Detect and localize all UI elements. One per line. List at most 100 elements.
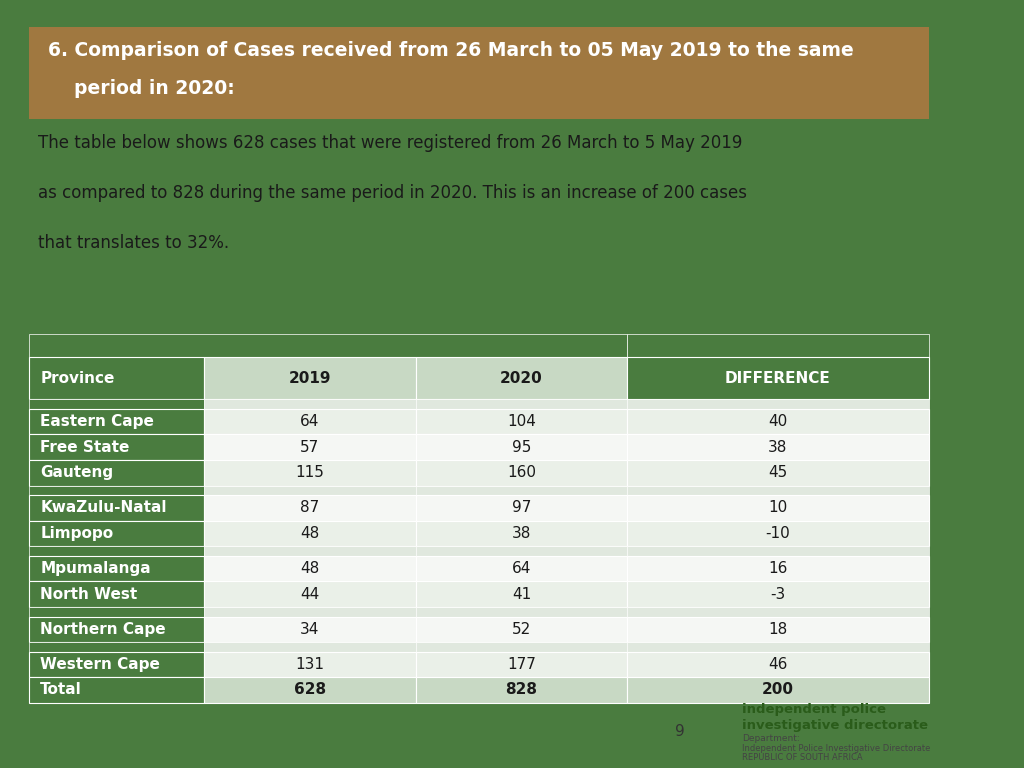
FancyBboxPatch shape — [416, 651, 628, 677]
Text: 115: 115 — [296, 465, 325, 480]
FancyBboxPatch shape — [628, 617, 929, 642]
Text: 10: 10 — [768, 501, 787, 515]
Text: 97: 97 — [512, 501, 531, 515]
FancyBboxPatch shape — [628, 334, 929, 357]
Text: 48: 48 — [300, 561, 319, 576]
FancyBboxPatch shape — [204, 357, 416, 399]
Text: independent police: independent police — [742, 703, 886, 716]
FancyBboxPatch shape — [416, 607, 628, 617]
FancyBboxPatch shape — [416, 581, 628, 607]
Text: 177: 177 — [507, 657, 536, 672]
FancyBboxPatch shape — [416, 546, 628, 556]
Text: Northern Cape: Northern Cape — [40, 622, 166, 637]
FancyBboxPatch shape — [628, 409, 929, 435]
Text: 828: 828 — [506, 683, 538, 697]
Text: 131: 131 — [296, 657, 325, 672]
Text: 45: 45 — [768, 465, 787, 480]
FancyBboxPatch shape — [628, 546, 929, 556]
Text: 41: 41 — [512, 587, 531, 601]
Text: period in 2020:: period in 2020: — [48, 79, 234, 98]
Text: -10: -10 — [766, 526, 791, 541]
FancyBboxPatch shape — [29, 546, 204, 556]
Text: Independent Police Investigative Directorate: Independent Police Investigative Directo… — [742, 743, 931, 753]
FancyBboxPatch shape — [416, 460, 628, 485]
FancyBboxPatch shape — [628, 357, 929, 399]
FancyBboxPatch shape — [204, 607, 416, 617]
Text: REPUBLIC OF SOUTH AFRICA: REPUBLIC OF SOUTH AFRICA — [742, 753, 862, 762]
FancyBboxPatch shape — [204, 521, 416, 546]
Text: KwaZulu-Natal: KwaZulu-Natal — [40, 501, 167, 515]
FancyBboxPatch shape — [416, 677, 628, 703]
Text: 87: 87 — [300, 501, 319, 515]
Text: 38: 38 — [768, 440, 787, 455]
FancyBboxPatch shape — [29, 460, 204, 485]
FancyBboxPatch shape — [628, 581, 929, 607]
Text: Total: Total — [40, 683, 82, 697]
FancyBboxPatch shape — [416, 521, 628, 546]
Text: 40: 40 — [768, 414, 787, 429]
Text: that translates to 32%.: that translates to 32%. — [38, 234, 229, 252]
FancyBboxPatch shape — [204, 399, 416, 409]
FancyBboxPatch shape — [416, 495, 628, 521]
FancyBboxPatch shape — [29, 556, 204, 581]
FancyBboxPatch shape — [628, 495, 929, 521]
Text: 18: 18 — [768, 622, 787, 637]
Text: 57: 57 — [300, 440, 319, 455]
Text: 628: 628 — [294, 683, 326, 697]
FancyBboxPatch shape — [204, 556, 416, 581]
Text: 9: 9 — [675, 723, 685, 739]
FancyBboxPatch shape — [29, 521, 204, 546]
FancyBboxPatch shape — [29, 677, 204, 703]
FancyBboxPatch shape — [204, 409, 416, 435]
Text: Eastern Cape: Eastern Cape — [40, 414, 154, 429]
FancyBboxPatch shape — [204, 581, 416, 607]
FancyBboxPatch shape — [204, 546, 416, 556]
Text: Mpumalanga: Mpumalanga — [40, 561, 151, 576]
FancyBboxPatch shape — [204, 677, 416, 703]
Text: North West: North West — [40, 587, 137, 601]
Text: 44: 44 — [300, 587, 319, 601]
FancyBboxPatch shape — [29, 651, 204, 677]
FancyBboxPatch shape — [416, 435, 628, 460]
Text: 104: 104 — [507, 414, 536, 429]
Text: 38: 38 — [512, 526, 531, 541]
Text: 34: 34 — [300, 622, 319, 637]
FancyBboxPatch shape — [29, 409, 204, 435]
FancyBboxPatch shape — [204, 460, 416, 485]
Text: -3: -3 — [770, 587, 785, 601]
Text: 95: 95 — [512, 440, 531, 455]
FancyBboxPatch shape — [628, 435, 929, 460]
FancyBboxPatch shape — [204, 617, 416, 642]
FancyBboxPatch shape — [204, 651, 416, 677]
FancyBboxPatch shape — [29, 334, 628, 357]
Text: 2019: 2019 — [289, 371, 331, 386]
FancyBboxPatch shape — [416, 485, 628, 495]
Text: investigative directorate: investigative directorate — [742, 719, 928, 732]
FancyBboxPatch shape — [416, 556, 628, 581]
Text: 2020: 2020 — [500, 371, 543, 386]
FancyBboxPatch shape — [29, 581, 204, 607]
Text: Gauteng: Gauteng — [40, 465, 114, 480]
Text: 64: 64 — [300, 414, 319, 429]
Text: 46: 46 — [768, 657, 787, 672]
Text: The table below shows 628 cases that were registered from 26 March to 5 May 2019: The table below shows 628 cases that wer… — [38, 134, 742, 152]
FancyBboxPatch shape — [628, 460, 929, 485]
FancyBboxPatch shape — [29, 617, 204, 642]
Text: 16: 16 — [768, 561, 787, 576]
FancyBboxPatch shape — [416, 409, 628, 435]
Text: 48: 48 — [300, 526, 319, 541]
Text: Free State: Free State — [40, 440, 130, 455]
FancyBboxPatch shape — [628, 677, 929, 703]
FancyBboxPatch shape — [628, 556, 929, 581]
FancyBboxPatch shape — [628, 651, 929, 677]
FancyBboxPatch shape — [416, 399, 628, 409]
Text: Western Cape: Western Cape — [40, 657, 160, 672]
Text: 52: 52 — [512, 622, 531, 637]
FancyBboxPatch shape — [204, 495, 416, 521]
FancyBboxPatch shape — [29, 357, 204, 399]
Text: 64: 64 — [512, 561, 531, 576]
FancyBboxPatch shape — [628, 399, 929, 409]
FancyBboxPatch shape — [204, 485, 416, 495]
FancyBboxPatch shape — [29, 495, 204, 521]
FancyBboxPatch shape — [29, 399, 204, 409]
